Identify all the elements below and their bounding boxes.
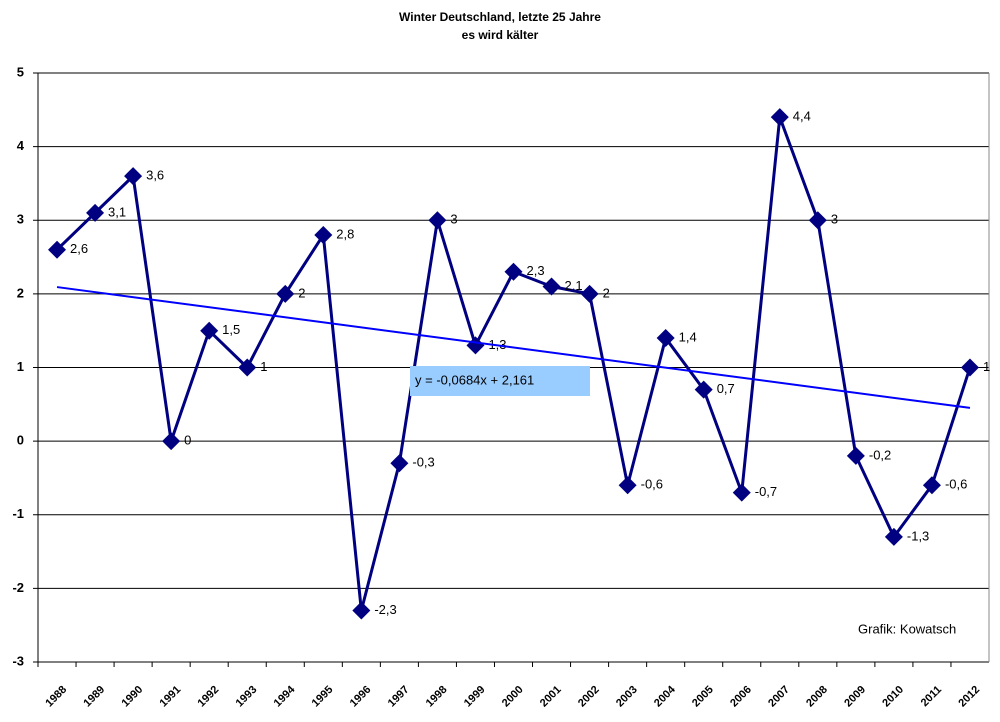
data-point	[162, 432, 181, 451]
x-tick-label: 1992	[196, 684, 222, 710]
data-label: 2	[298, 285, 305, 300]
x-tick-label: 2012	[956, 684, 982, 710]
data-point	[428, 211, 447, 230]
x-tick-label: 2008	[804, 684, 830, 710]
x-tick-label: 2007	[766, 684, 792, 710]
data-point	[276, 284, 295, 303]
x-tick-label: 2009	[842, 684, 868, 710]
x-tick-label: 1995	[310, 684, 336, 710]
data-label: 0,7	[717, 381, 735, 396]
data-label: -0,6	[945, 477, 967, 492]
data-point	[580, 284, 599, 303]
data-line	[55, 115, 972, 612]
data-label: -1,3	[907, 528, 929, 543]
data-point	[48, 240, 67, 259]
data-label: 2,3	[527, 263, 545, 278]
x-tick-label: 1998	[424, 684, 450, 710]
x-tick-label: 1991	[158, 684, 184, 710]
chart-title: Winter Deutschland, letzte 25 Jahre	[399, 10, 601, 24]
data-point	[808, 211, 827, 230]
data-label: 1,5	[222, 322, 240, 337]
trendline-label: y = -0,0684x + 2,161	[415, 372, 534, 387]
data-label: 2,6	[70, 241, 88, 256]
data-point	[200, 321, 219, 340]
x-tick-label: 2001	[538, 684, 564, 710]
data-point	[352, 601, 371, 620]
x-tick-label: 2003	[614, 684, 640, 710]
data-label: 3	[450, 212, 457, 227]
data-point	[846, 446, 865, 465]
x-tick-label: 1996	[348, 684, 374, 710]
x-tick-label: 1989	[81, 684, 107, 710]
data-point	[732, 483, 751, 502]
data-label: 2,1	[565, 278, 583, 293]
x-tick-label: 2002	[576, 684, 602, 710]
x-tick-label: 1997	[386, 684, 412, 710]
x-tick-label: 2005	[690, 684, 716, 710]
data-label: 3,6	[146, 168, 164, 183]
data-point	[884, 527, 903, 546]
chart-subtitle: es wird kälter	[462, 28, 539, 42]
data-point	[960, 358, 979, 377]
data-label: 2,8	[336, 226, 354, 241]
trendline	[56, 286, 971, 409]
x-tick-label: 2010	[880, 684, 906, 710]
y-tick-label: 1	[17, 359, 24, 374]
y-tick-label: -2	[12, 580, 24, 595]
data-point	[86, 203, 105, 222]
data-point	[314, 225, 333, 244]
data-point	[770, 108, 789, 127]
data-label: 3	[831, 212, 838, 227]
data-point	[124, 167, 143, 186]
data-point	[618, 476, 637, 495]
data-point	[922, 476, 941, 495]
x-tick-label: 2006	[728, 684, 754, 710]
data-point	[542, 277, 561, 296]
x-tick-label: 2011	[919, 684, 944, 709]
data-label: 1,3	[488, 337, 506, 352]
y-tick-label: -1	[12, 506, 24, 521]
y-tick-label: 0	[17, 433, 24, 448]
data-label: 3,1	[108, 204, 126, 219]
trendline-label-box	[410, 366, 590, 396]
x-tick-label: 2000	[500, 684, 526, 710]
data-point	[238, 358, 257, 377]
x-tick-label: 1988	[43, 684, 69, 710]
y-tick-label: 5	[17, 64, 24, 79]
data-label: 0	[184, 433, 191, 448]
annotation: Grafik: Kowatsch	[858, 621, 956, 636]
data-point	[390, 454, 409, 473]
data-label: 1,4	[679, 329, 697, 344]
data-point	[504, 262, 523, 281]
x-tick-label: 1994	[272, 683, 298, 709]
data-label: 2	[603, 285, 610, 300]
y-tick-label: 2	[17, 285, 24, 300]
data-label: -0,2	[869, 447, 891, 462]
data-label: 1	[983, 359, 990, 374]
x-tick-label: 2004	[652, 683, 678, 709]
y-tick-label: -3	[12, 653, 24, 668]
data-label: -0,3	[412, 455, 434, 470]
data-label: -2,3	[374, 602, 396, 617]
data-point	[694, 380, 713, 399]
x-tick-label: 1993	[234, 684, 260, 710]
y-tick-label: 4	[17, 138, 25, 153]
data-point	[466, 336, 485, 355]
data-label: -0,6	[641, 477, 663, 492]
x-tick-label: 1999	[462, 684, 488, 710]
data-label: 1	[260, 359, 267, 374]
y-tick-label: 3	[17, 212, 24, 227]
data-label: -0,7	[755, 484, 777, 499]
data-label: 4,4	[793, 109, 811, 124]
x-tick-label: 1990	[119, 684, 145, 710]
data-point	[656, 329, 675, 348]
